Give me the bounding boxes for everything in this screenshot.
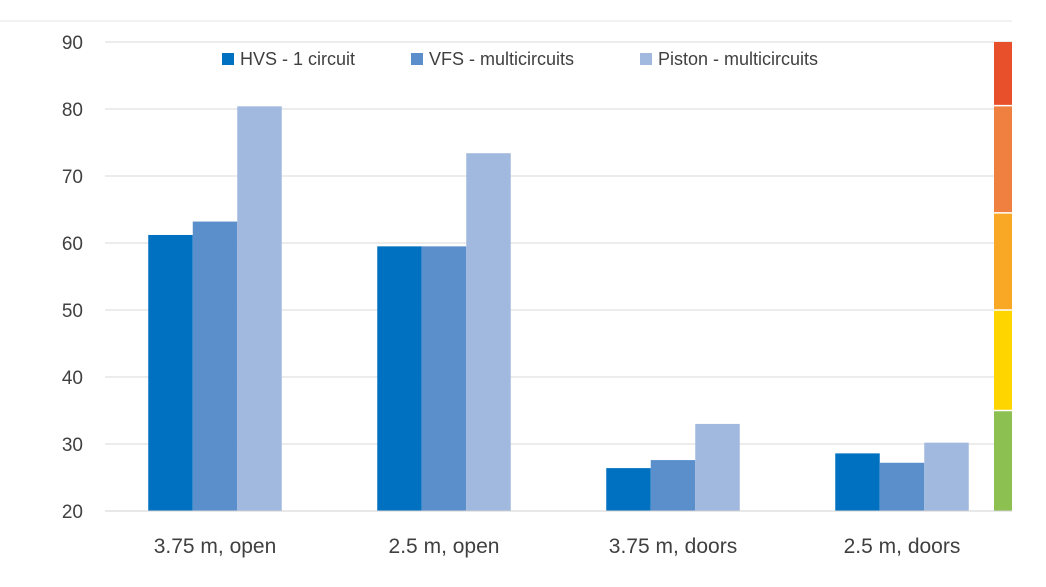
y-axis-ticks: 20 30 40 50 60 70 80 90 [62, 33, 83, 523]
color-scale-segment [994, 212, 1012, 310]
y-tick-label: 80 [62, 100, 83, 121]
x-category-label: 2.5 m, doors [844, 535, 961, 558]
y-tick-label: 60 [62, 234, 83, 255]
legend: HVS - 1 circuit VFS - multicircuits Piston… [222, 49, 818, 69]
bar-vfs-multicircuits-1 [421, 246, 467, 511]
y-tick-label: 30 [62, 435, 83, 456]
y-tick-label: 20 [62, 502, 83, 523]
x-category-label: 3.75 m, open [154, 535, 277, 558]
legend-swatch [640, 53, 652, 65]
x-category-label: 3.75 m, doors [609, 535, 737, 558]
x-axis-categories: 3.75 m, open 2.5 m, open 3.75 m, doors 2.5 … [154, 535, 961, 558]
bar-piston-multicircuits-1 [466, 153, 511, 511]
y-tick-label: 40 [62, 368, 83, 389]
color-scale-segment [994, 42, 1012, 106]
bar-piston-multicircuits-3 [924, 442, 969, 511]
bar-hvs-1-circuit-1 [377, 246, 422, 511]
legend-label: HVS - 1 circuit [240, 49, 355, 69]
bar-vfs-multicircuits-3 [879, 462, 925, 511]
color-scale-segment [994, 105, 1012, 213]
bar-vfs-multicircuits-2 [650, 460, 696, 511]
bar-hvs-1-circuit-2 [606, 468, 651, 511]
bar-hvs-1-circuit-3 [835, 453, 880, 511]
bar-piston-multicircuits-0 [237, 106, 282, 511]
bars [148, 106, 969, 511]
y-tick-label: 90 [62, 33, 83, 54]
color-scale-segment [994, 410, 1012, 511]
color-scale-segment [994, 310, 1012, 411]
bar-vfs-multicircuits-0 [192, 221, 238, 511]
bar-piston-multicircuits-2 [695, 423, 740, 511]
legend-label: Piston - multicircuits [658, 49, 818, 69]
y-tick-label: 50 [62, 301, 83, 322]
legend-swatch [222, 53, 234, 65]
bar-hvs-1-circuit-0 [148, 234, 193, 511]
y-tick-label: 70 [62, 167, 83, 188]
color-scale-bar [994, 42, 1012, 511]
legend-swatch [411, 53, 423, 65]
x-category-label: 2.5 m, open [389, 535, 500, 558]
legend-label: VFS - multicircuits [429, 49, 574, 69]
